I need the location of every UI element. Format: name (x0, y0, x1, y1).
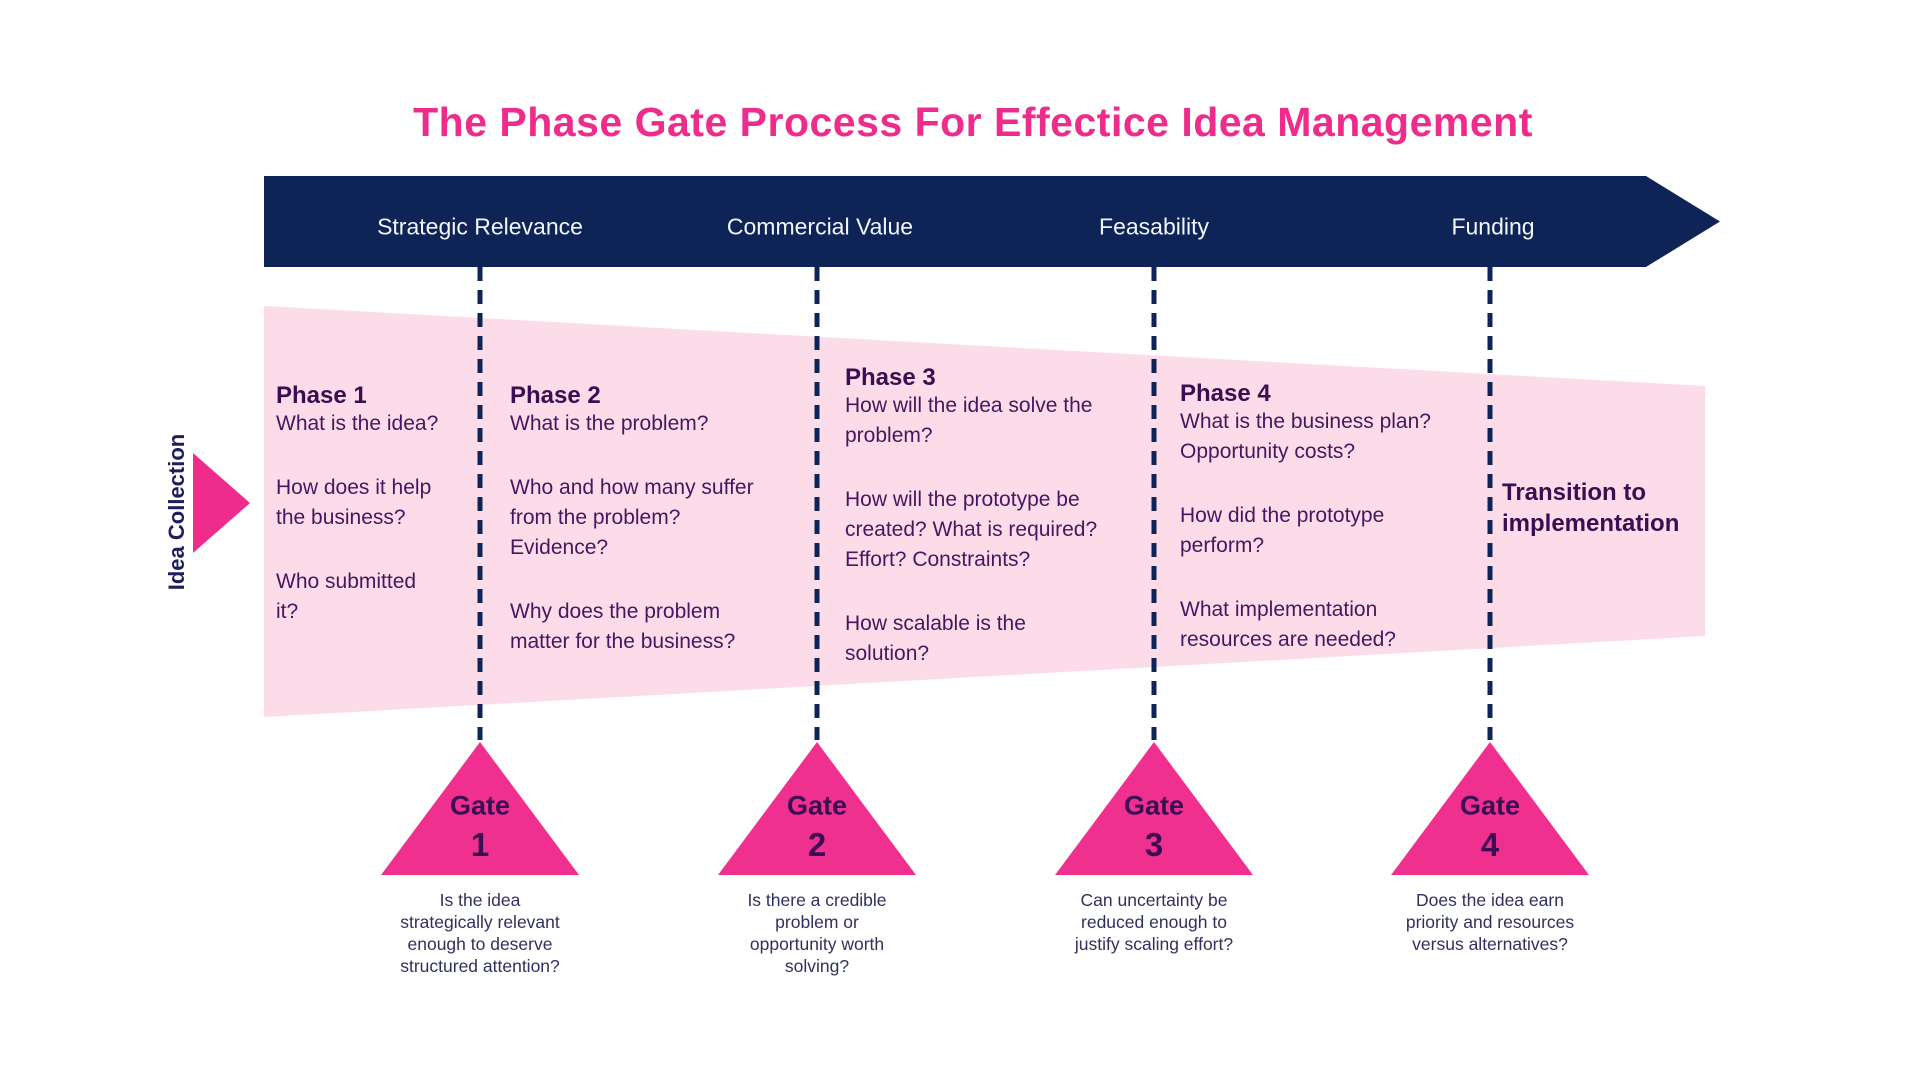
phase-question: What implementation resources are needed? (1180, 598, 1396, 651)
gate-4-label: Gate (1459, 790, 1521, 821)
gate-2-number: 2 (807, 826, 827, 863)
phase-question: How did the prototype perform? (1180, 504, 1385, 557)
phase-question: What is the problem? (510, 412, 709, 435)
idea-collection-arrow-icon (193, 453, 250, 553)
phase-block-4: Phase 4 What is the business plan? Opport… (1180, 381, 1431, 655)
phase-question: How will the prototype be created? What i… (845, 488, 1098, 571)
funnel-shape (264, 306, 1705, 717)
transition-label: Transition to implementation (1502, 479, 1680, 537)
gate-3-label: Gate (1123, 790, 1185, 821)
phase-question: Why does the problem matter for the busin… (510, 600, 736, 653)
banner-stage-strategic-relevance: Strategic Relevance (377, 213, 583, 240)
gate-1-triangle (381, 742, 579, 875)
gate-1-number: 1 (470, 826, 490, 863)
phase-title: Phase 1 (276, 382, 367, 409)
gate-3-number: 3 (1144, 826, 1164, 863)
gate-2-label: Gate (786, 790, 848, 821)
phase-question: Who and how many suffer from the problem?… (510, 476, 754, 559)
gate-4-number: 4 (1480, 826, 1500, 863)
gate-2-question: Is there a credible problem or opportunity… (747, 890, 887, 976)
gate-4-question: Does the idea earn priority and resources… (1405, 890, 1575, 954)
gate-3-triangle (1055, 742, 1253, 875)
phase-block-3: Phase 3 How will the idea solve the probl… (845, 365, 1097, 669)
gate-2-triangle (718, 742, 916, 875)
phase-question: What is the idea? (276, 412, 439, 435)
phase-title: Phase 4 (1180, 380, 1271, 407)
phase-question: What is the business plan? Opportunity co… (1180, 410, 1431, 463)
phase-question: How does it help the business? (276, 476, 432, 529)
phase-title: Phase 3 (845, 364, 936, 391)
phase-block-2: Phase 2 What is the problem? Who and how… (510, 383, 754, 657)
gate-4-triangle (1391, 742, 1589, 875)
page-title: The Phase Gate Process For Effectice Ide… (413, 99, 1533, 146)
gate-3-question: Can uncertainty be reduced enough to justi… (1074, 890, 1234, 954)
phase-question: How scalable is the solution? (845, 612, 1026, 665)
phase-title: Phase 2 (510, 382, 601, 409)
banner-stage-feasability: Feasability (1099, 213, 1209, 240)
gate-1-label: Gate (449, 790, 511, 821)
phase-question: Who submitted it? (276, 570, 417, 623)
banner-stage-funding: Funding (1451, 213, 1535, 240)
banner-stage-commercial-value: Commercial Value (726, 213, 914, 240)
phase-block-1: Phase 1 What is the idea? How does it he… (276, 383, 438, 627)
gate-1-question: Is the idea strategically relevant enough … (400, 890, 560, 976)
process-arrow-banner (264, 176, 1720, 267)
phase-question: How will the idea solve the problem? (845, 394, 1093, 447)
idea-collection-label: Idea Collection (164, 433, 189, 591)
